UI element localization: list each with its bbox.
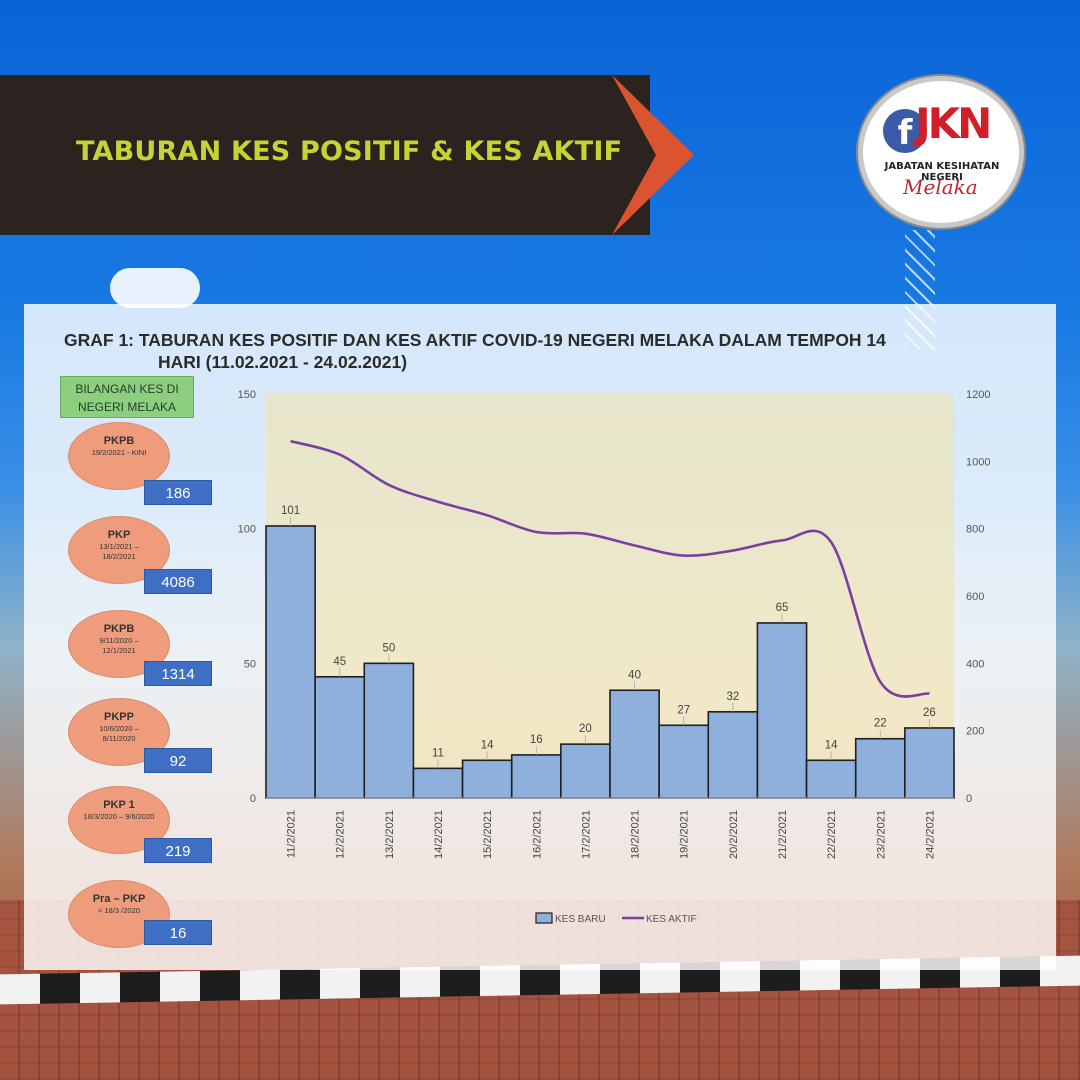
- bar-data-label: 27: [677, 704, 690, 716]
- phase-count: 186: [144, 480, 212, 505]
- banner-title: TABURAN KES POSITIF & KES AKTIF: [76, 136, 623, 167]
- phase-count: 16: [144, 920, 212, 945]
- x-tick-label: 11/2/2021: [286, 810, 298, 858]
- y-right-tick-label: 1000: [966, 456, 990, 468]
- y-right-tick-label: 600: [966, 591, 984, 603]
- x-tick-label: 19/2/2021: [679, 810, 691, 859]
- sidebar-header: BILANGAN KES DI NEGERI MELAKA: [60, 376, 194, 418]
- x-tick-label: 12/2/2021: [335, 810, 347, 859]
- bar: [314, 675, 366, 799]
- legend-label: KES BARU: [555, 914, 606, 925]
- phase-count: 1314: [144, 661, 212, 686]
- x-tick-label: 23/2/2021: [875, 810, 887, 859]
- banner-arrow-cutout: [612, 75, 656, 235]
- logo-subtitle: JABATAN KESIHATAN NEGERI: [884, 161, 1000, 183]
- phase-name: PKP 1: [103, 799, 135, 811]
- combo-chart: 0 50 100 150 0 200 400 600 800 1000 1200 101 45 50 11 1…: [238, 389, 991, 925]
- phase-dates: 10/6/2020 – 8/11/2020: [99, 724, 139, 743]
- phase-name: PKPB: [103, 435, 135, 447]
- x-tick-label: 15/2/2021: [482, 810, 494, 859]
- bar: [756, 622, 808, 799]
- phase-dates: < 18/3 /2020: [98, 906, 140, 915]
- facebook-icon: f: [883, 109, 927, 153]
- bar: [461, 759, 513, 799]
- bar: [560, 743, 611, 799]
- phase-dates: 13/1/2021 – 18/2/2021: [99, 542, 139, 561]
- y-left-tick-label: 100: [238, 524, 256, 536]
- phase-dates: 19/2/2021 - KINI: [91, 448, 147, 457]
- bar-data-label: 40: [628, 669, 641, 681]
- logo-script: Melaka: [903, 175, 978, 199]
- chart-title-line1: GRAF 1: TABURAN KES POSITIF DAN KES AKTI…: [64, 330, 886, 350]
- bar-data-label: 101: [281, 505, 300, 517]
- phase-name: PKP: [107, 529, 131, 541]
- phase-count: 219: [144, 838, 212, 863]
- x-tick-label: 14/2/2021: [433, 810, 445, 859]
- logo-text: JKN: [915, 99, 992, 148]
- phase-badge: PKPB 19/2/2021 - KINI: [68, 422, 170, 490]
- phase-count: 92: [144, 748, 212, 773]
- x-tick-label: 20/2/2021: [728, 810, 740, 859]
- bar-data-label: 26: [923, 707, 936, 719]
- bar-data-label: 45: [333, 656, 346, 668]
- bar-data-label: 22: [874, 718, 887, 730]
- chart-title: GRAF 1: TABURAN KES POSITIF DAN KES AKTI…: [64, 329, 1044, 373]
- x-tick-label: 17/2/2021: [580, 810, 592, 859]
- phase-count: 4086: [144, 569, 212, 594]
- bar-data-label: 16: [530, 734, 543, 746]
- bar-data-label: 32: [726, 691, 739, 703]
- y-right-tick-label: 1200: [966, 389, 990, 401]
- bar-data-label: 14: [481, 739, 494, 751]
- bar: [805, 759, 857, 799]
- bar-data-label: 14: [825, 739, 838, 751]
- bar: [707, 711, 759, 799]
- y-right-tick-label: 0: [966, 793, 972, 805]
- phase-name: Pra – PKP: [92, 893, 146, 905]
- chart-panel: GRAF 1: TABURAN KES POSITIF DAN KES AKTI…: [24, 304, 1056, 970]
- legend-swatch-bar: [535, 912, 553, 924]
- y-left-tick-label: 50: [244, 658, 256, 670]
- phase-name: PKPB: [103, 623, 135, 635]
- y-right-tick-label: 200: [966, 726, 984, 738]
- bar-data-label: 50: [382, 642, 395, 654]
- phase-dates: 9/11/2020 – 12/1/2021: [99, 636, 139, 655]
- jkn-logo: f JKN JABATAN KESIHATAN NEGERI Melaka: [858, 76, 1024, 228]
- legend-label: KES AKTIF: [646, 914, 697, 925]
- x-tick-label: 13/2/2021: [384, 810, 396, 859]
- x-tick-label: 18/2/2021: [630, 810, 642, 859]
- y-left-tick-label: 0: [250, 793, 256, 805]
- bar: [904, 727, 955, 799]
- bar: [412, 767, 464, 799]
- x-tick-label: 21/2/2021: [777, 810, 789, 859]
- bar: [609, 689, 660, 799]
- phase-dates: 18/3/2020 – 9/6/2020: [83, 812, 155, 821]
- chart-title-line2: HARI (11.02.2021 - 24.02.2021): [158, 352, 408, 372]
- bar: [510, 754, 562, 799]
- y-left-tick-label: 150: [238, 389, 256, 401]
- y-right-tick-label: 800: [966, 524, 984, 536]
- bar: [265, 525, 316, 799]
- title-banner: [0, 75, 650, 235]
- bar-data-label: 65: [776, 602, 789, 614]
- bar-data-label: 20: [579, 723, 592, 735]
- x-tick-label: 22/2/2021: [826, 810, 838, 859]
- y-right-tick-label: 400: [966, 658, 984, 670]
- bar: [363, 662, 415, 799]
- bar: [658, 724, 710, 799]
- bar: [854, 737, 906, 799]
- phase-name: PKPP: [104, 711, 134, 723]
- x-tick-label: 24/2/2021: [924, 810, 936, 859]
- x-tick-label: 16/2/2021: [531, 810, 543, 859]
- background-cloud: [110, 268, 200, 308]
- bar-data-label: 11: [432, 747, 444, 759]
- kes-aktif-line: [290, 439, 930, 698]
